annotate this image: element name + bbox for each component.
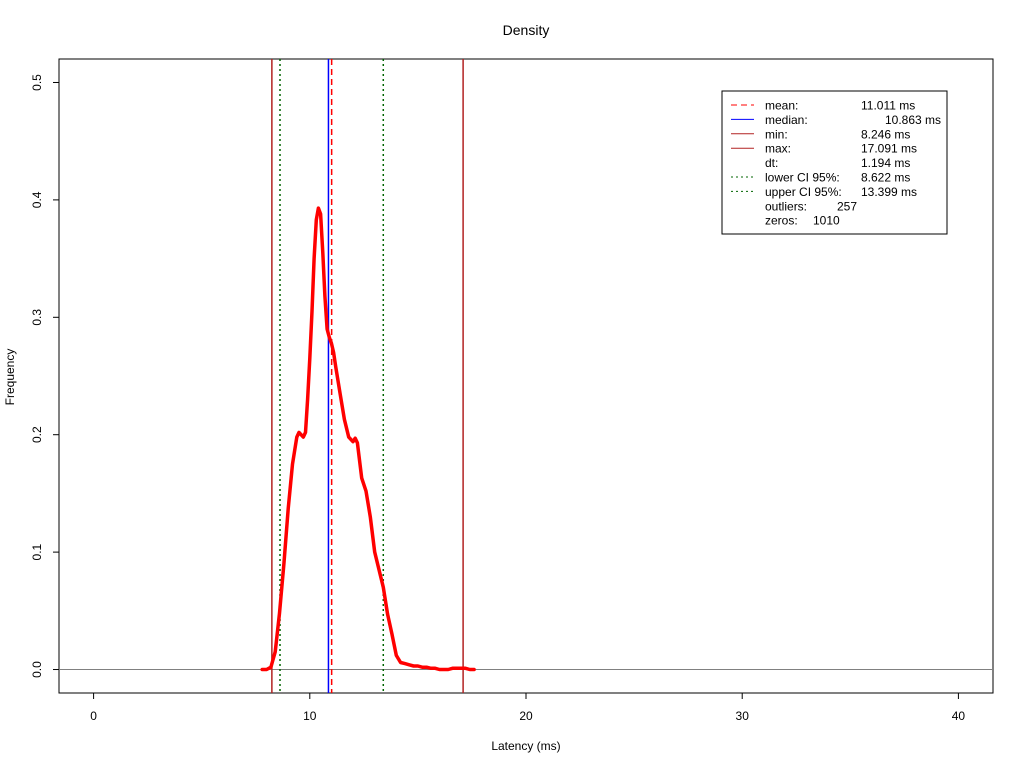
x-tick-label: 40 [952, 709, 966, 723]
legend: mean: 11.011 ms median: 10.863 ms min: 8.246 … [721, 90, 948, 235]
legend-value-mean: 11.011 ms [861, 99, 915, 113]
legend-value-min: 8.246 ms [861, 127, 910, 141]
legend-label-zeros: zeros: [765, 214, 798, 228]
legend-value-dt: 1.194 ms [861, 156, 910, 170]
legend-value-max: 17.091 ms [861, 142, 917, 156]
y-tick-label: 0.1 [30, 543, 44, 560]
legend-value-upper-ci: 13.399 ms [861, 185, 917, 199]
legend-label-outliers: outliers: [765, 199, 807, 213]
legend-label-max: max: [765, 142, 791, 156]
x-tick-label: 20 [519, 709, 533, 723]
legend-value-outliers: 257 [837, 199, 857, 213]
y-tick-label: 0.5 [30, 74, 44, 91]
legend-label-min: min: [765, 127, 788, 141]
density-curve [260, 206, 476, 672]
x-axis-label: Latency (ms) [491, 739, 560, 753]
legend-label-lower-ci: lower CI 95%: [765, 171, 840, 185]
y-axis-label: Frequency [3, 349, 17, 406]
y-tick-label: 0.2 [30, 426, 44, 443]
chart-title: Density [503, 22, 550, 38]
legend-label-upper-ci: upper CI 95%: [765, 185, 842, 199]
legend-value-lower-ci: 8.622 ms [861, 171, 910, 185]
y-axis: 0.0 0.1 0.2 0.3 0.4 0.5 [30, 74, 59, 678]
legend-value-zeros: 1010 [813, 214, 840, 228]
legend-box [721, 90, 948, 235]
plot-area [59, 59, 993, 693]
x-tick-label: 30 [736, 709, 750, 723]
legend-label-mean: mean: [765, 99, 798, 113]
legend-value-median: 10.863 ms [885, 113, 941, 127]
y-tick-label: 0.0 [30, 661, 44, 678]
legend-label-dt: dt: [765, 156, 778, 170]
x-axis: 0 10 20 30 40 [90, 693, 965, 723]
legend-label-median: median: [765, 113, 808, 127]
y-tick-label: 0.3 [30, 309, 44, 326]
x-tick-label: 0 [90, 709, 97, 723]
y-tick-label: 0.4 [30, 191, 44, 208]
x-tick-label: 10 [303, 709, 317, 723]
